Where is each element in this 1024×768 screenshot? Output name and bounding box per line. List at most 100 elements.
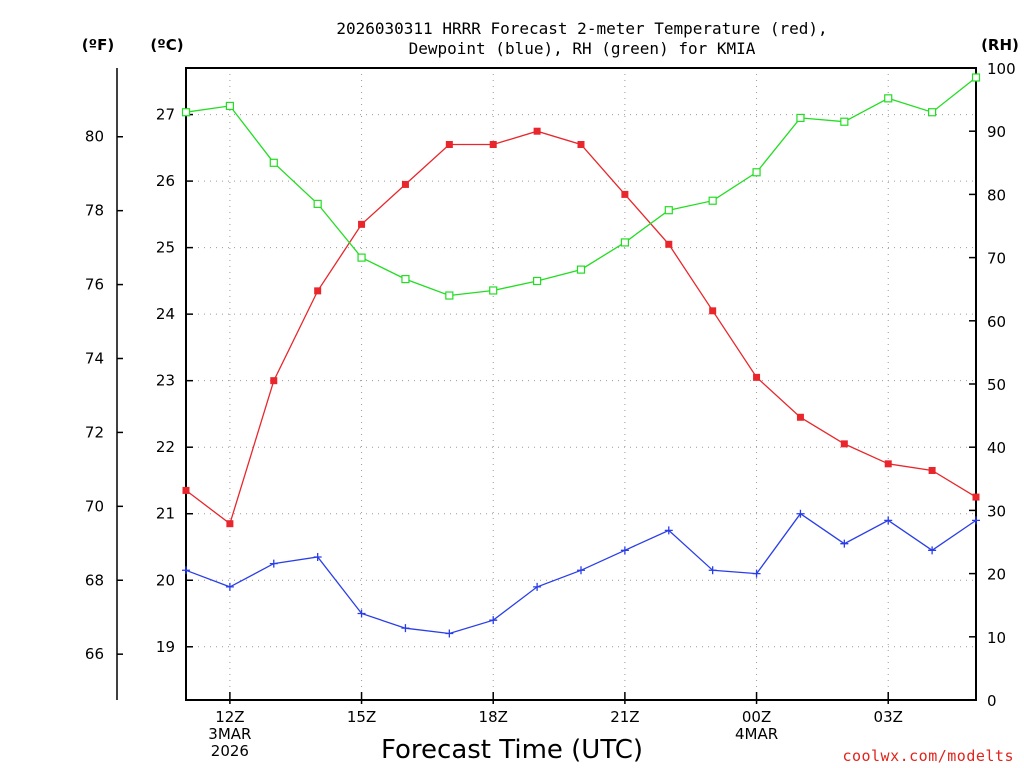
celsius-tick-label: 20 [156, 571, 175, 589]
temperature-point [445, 141, 453, 149]
x-axis-title: Forecast Time (UTC) [381, 735, 643, 765]
rh-tick-label: 20 [987, 566, 1006, 584]
series-temperature [182, 127, 980, 528]
rh-point [357, 253, 366, 262]
temperature-point [621, 190, 629, 198]
dewpoint-point [577, 566, 585, 575]
rh-point [752, 168, 761, 177]
temperature-point [796, 413, 804, 421]
rh-point [840, 117, 849, 126]
dewpoint-point [752, 569, 761, 578]
temperature-point [928, 466, 936, 474]
fahrenheit-tick-label: 70 [85, 497, 104, 515]
dewpoint-point [357, 609, 366, 618]
celsius-tick-label: 24 [156, 305, 175, 323]
temperature-point [270, 377, 278, 385]
rh-unit-label: (RH) [981, 36, 1019, 54]
fahrenheit-tick-label: 80 [85, 128, 104, 146]
rh-tick-label: 40 [987, 439, 1006, 457]
temperature-point [226, 520, 234, 528]
source-credit: coolwx.com/modelts [842, 747, 1014, 765]
rh-point [971, 73, 981, 82]
celsius-tick-label: 23 [156, 372, 175, 390]
temperature-point [884, 460, 892, 468]
rh-point [269, 158, 278, 167]
dewpoint-point [664, 526, 673, 535]
dewpoint-point [225, 582, 234, 591]
celsius-tick-label: 26 [156, 172, 175, 190]
celsius-tick-label: 21 [156, 505, 175, 523]
rh-point [576, 265, 586, 274]
dewpoint-point [269, 559, 278, 568]
dewpoint-point [972, 516, 980, 525]
rh-point [181, 108, 191, 117]
axis-layer [116, 67, 977, 704]
dewpoint-point [884, 516, 893, 525]
plot-frame [185, 67, 977, 701]
rh-point [796, 113, 805, 123]
celsius-unit-label: (ºC) [150, 36, 183, 54]
celsius-tick-label: 19 [156, 638, 175, 656]
x-tick-label: 12Z [215, 708, 244, 726]
temperature-point [182, 486, 190, 494]
temperature-point [665, 240, 673, 248]
rh-tick-label: 30 [987, 502, 1006, 520]
tick-label-layer: 19 20 21 22 23 24 25 26 27 66 68 70 72 74 76 78 80 0 10 20 3… [85, 60, 1016, 760]
x-tick-label: 03Z [874, 708, 903, 726]
temperature-line [185, 130, 977, 525]
dewpoint-point [928, 546, 937, 555]
fahrenheit-tick-label: 74 [85, 349, 104, 367]
dewpoint-point [489, 616, 498, 625]
temperature-point [314, 287, 322, 295]
x-tick-label: 00Z [742, 708, 771, 726]
fahrenheit-unit-label: (ºF) [82, 36, 114, 54]
dewpoint-point [840, 539, 849, 548]
temperature-point [533, 127, 541, 135]
dewpoint-point [313, 552, 322, 561]
series-layer [181, 73, 981, 638]
chart-title-line-1: 2026030311 HRRR Forecast 2-meter Tempera… [336, 19, 827, 38]
rh-point [708, 196, 717, 205]
x-tick-label: 21Z [610, 708, 639, 726]
x-tick-label: 3MAR [208, 725, 251, 743]
dewpoint-point [796, 509, 805, 518]
temperature-point [489, 141, 497, 149]
rh-tick-label: 50 [987, 376, 1006, 394]
dewpoint-point [708, 566, 717, 575]
rh-point [445, 291, 454, 300]
rh-point [225, 101, 234, 111]
dewpoint-point [533, 582, 542, 591]
rh-point [401, 274, 410, 284]
temperature-point [577, 141, 585, 149]
x-tick-label: 4MAR [735, 725, 778, 743]
fahrenheit-tick-label: 72 [85, 423, 104, 441]
dewpoint-point [620, 546, 629, 555]
rh-tick-label: 0 [987, 692, 997, 710]
fahrenheit-tick-label: 66 [85, 645, 104, 663]
temperature-point [358, 220, 366, 228]
celsius-tick-label: 22 [156, 438, 175, 456]
fahrenheit-tick-label: 78 [85, 202, 104, 220]
x-tick-label: 2026 [211, 742, 249, 760]
fahrenheit-tick-label: 76 [85, 276, 104, 294]
chart-title-line-2: Dewpoint (blue), RH (green) for KMIA [409, 39, 756, 58]
temperature-point [972, 493, 980, 501]
dewpoint-point [182, 566, 190, 575]
rh-point [884, 94, 893, 103]
rh-point [533, 276, 542, 286]
temperature-point [709, 307, 717, 315]
rh-tick-label: 60 [987, 313, 1006, 331]
rh-tick-label: 100 [987, 60, 1016, 78]
temperature-point [401, 180, 409, 188]
rh-point [489, 286, 498, 295]
dewpoint-point [445, 629, 454, 638]
rh-point [313, 199, 322, 208]
rh-point [928, 108, 937, 117]
temperature-point [840, 440, 848, 448]
rh-tick-label: 90 [987, 123, 1006, 141]
rh-point [620, 238, 629, 247]
series-dewpoint [182, 509, 980, 638]
rh-point [664, 206, 673, 215]
rh-line [185, 76, 977, 297]
